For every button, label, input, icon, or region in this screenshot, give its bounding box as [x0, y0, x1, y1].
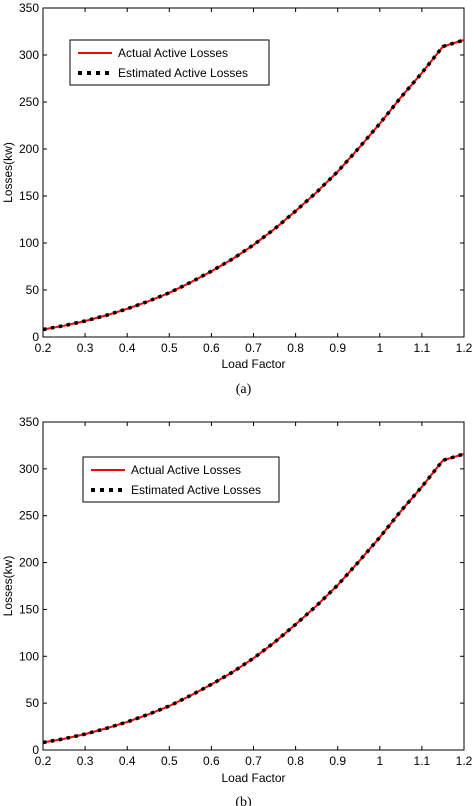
series-line-estimated [42, 38, 465, 332]
y-tick-label: 200 [19, 556, 39, 570]
legend-label: Estimated Active Losses [131, 483, 261, 497]
x-tick-label: 0.4 [119, 754, 136, 768]
legend-label: Estimated Active Losses [118, 66, 248, 80]
x-tick-label: 0.8 [287, 341, 304, 355]
x-tick-label: 1 [376, 341, 383, 355]
y-axis-label: Losses(kw) [1, 142, 15, 203]
y-tick-label: 250 [19, 509, 39, 523]
y-tick-label: 250 [19, 95, 39, 109]
x-tick-label: 1.1 [414, 754, 431, 768]
x-axis-label: Load Factor [221, 771, 285, 785]
figure-caption: (a) [236, 382, 252, 397]
y-tick-label: 200 [19, 142, 39, 156]
legend-box [82, 456, 280, 503]
legend-label: Actual Active Losses [118, 46, 228, 60]
x-tick-label: 1.2 [456, 754, 473, 768]
legend-box [69, 39, 270, 86]
x-tick-label: 0.7 [245, 754, 262, 768]
x-tick-label: 0.3 [77, 341, 94, 355]
series-line-estimated [42, 452, 465, 745]
x-tick-label: 0.6 [203, 341, 220, 355]
y-tick-label: 50 [26, 696, 40, 710]
figure-caption: (b) [235, 795, 252, 806]
x-tick-label: 1.1 [414, 341, 431, 355]
y-tick-label: 0 [32, 330, 39, 344]
y-tick-label: 100 [19, 236, 39, 250]
legend-label: Actual Active Losses [131, 463, 241, 477]
y-tick-label: 300 [19, 48, 39, 62]
y-tick-label: 350 [19, 1, 39, 15]
x-tick-label: 0.2 [35, 754, 52, 768]
x-tick-label: 0.5 [161, 341, 178, 355]
y-tick-label: 150 [19, 602, 39, 616]
y-tick-label: 100 [19, 649, 39, 663]
chart-panel-b: 0.2 0.3 0.4 0.5 0.6 0.7 0.8 0.9 1 1.1 1.2 0 50 100 150… [1, 415, 473, 806]
x-tick-label: 0.5 [161, 754, 178, 768]
x-tick-label: 0.8 [287, 754, 304, 768]
x-axis-label: Load Factor [221, 357, 285, 371]
y-tick-label: 0 [32, 743, 39, 757]
x-tick-label: 0.4 [119, 341, 136, 355]
y-tick-label: 50 [26, 283, 40, 297]
x-tick-label: 1.2 [456, 341, 473, 355]
x-tick-label: 0.3 [77, 754, 94, 768]
y-axis-label: Losses(kw) [1, 556, 15, 617]
chart-panel-a: 0.2 0.3 0.4 0.5 0.6 0.7 0.8 0.9 1 1.1 1.2 0 50 100 150… [1, 1, 473, 397]
x-tick-label: 0.6 [203, 754, 220, 768]
y-tick-label: 350 [19, 415, 39, 429]
x-tick-label: 0.9 [329, 341, 346, 355]
x-tick-label: 0.7 [245, 341, 262, 355]
y-tick-label: 150 [19, 189, 39, 203]
x-tick-label: 0.9 [329, 754, 346, 768]
y-tick-label: 300 [19, 462, 39, 476]
x-tick-label: 0.2 [35, 341, 52, 355]
x-tick-label: 1 [376, 754, 383, 768]
